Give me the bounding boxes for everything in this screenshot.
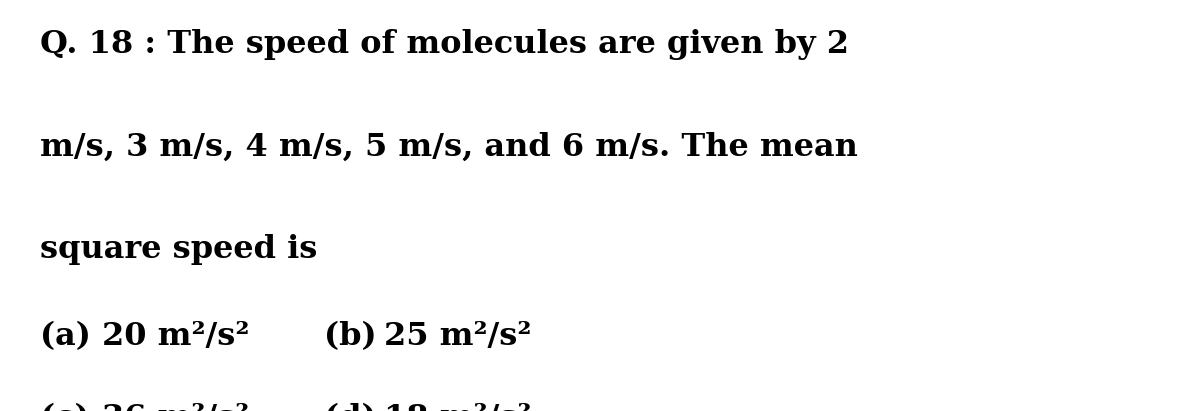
Text: 25 m²/s²: 25 m²/s² xyxy=(384,321,532,351)
Text: Q. 18 : The speed of molecules are given by 2: Q. 18 : The speed of molecules are given… xyxy=(40,29,848,60)
Text: 36 m²/s²: 36 m²/s² xyxy=(102,403,250,411)
Text: 18 m²/s²: 18 m²/s² xyxy=(384,403,532,411)
Text: 20 m²/s²: 20 m²/s² xyxy=(102,321,250,351)
Text: m/s, 3 m/s, 4 m/s, 5 m/s, and 6 m/s. The mean: m/s, 3 m/s, 4 m/s, 5 m/s, and 6 m/s. The… xyxy=(40,132,858,162)
Text: (c): (c) xyxy=(40,403,89,411)
Text: (b): (b) xyxy=(324,321,377,351)
Text: square speed is: square speed is xyxy=(40,234,317,265)
Text: (d): (d) xyxy=(324,403,377,411)
Text: (a): (a) xyxy=(40,321,90,351)
